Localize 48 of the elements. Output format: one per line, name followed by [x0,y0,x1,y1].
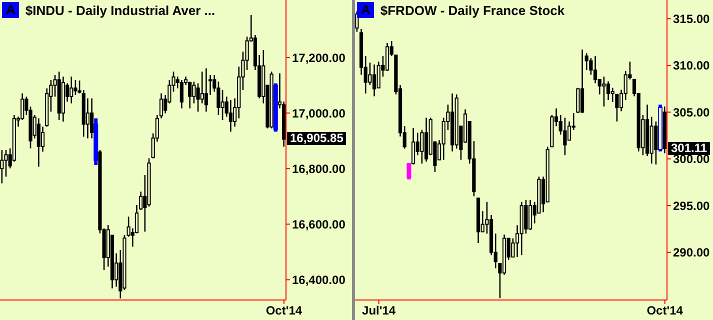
candlestick [74,79,78,96]
candlestick [606,80,610,101]
candlestick [420,129,424,164]
candlestick [580,48,584,114]
text: 16,905.85 [287,131,346,146]
annotation: A [2,2,20,18]
candlestick [368,62,372,86]
y-tick-label: 290.00 [673,246,710,260]
candlestick [228,99,233,132]
candlestick [200,71,204,104]
candlestick [576,87,580,114]
candlestick [593,55,598,84]
candlestick [602,76,606,108]
y-tick-label: 310.00 [673,58,710,73]
candlestick [528,199,532,231]
x-tick-label: Oct'14 [646,304,684,318]
annotation: A [357,2,374,18]
x-tick-label: Jul'14 [362,304,396,318]
candlestick [654,120,658,166]
candlestick [36,118,40,168]
candlestick [372,64,376,97]
y-tick-label: 16,800.00 [292,162,346,176]
candlestick [385,42,390,72]
y-tick-label: 305.00 [673,105,710,120]
y-tick-label: 16,600.00 [292,217,346,232]
candlestick [411,127,416,166]
y-tick-label: 315.00 [673,12,710,26]
candlestick [180,79,184,109]
candlestick [192,81,196,104]
y-tick-label: 17,200.00 [292,50,346,65]
chart-title: $FRDOW - Daily France Stock [380,2,565,18]
chart-title: $INDU - Daily Industrial Aver ... [25,2,216,18]
candlestick [70,76,74,104]
candlestick [524,199,528,234]
x-tick-label: Oct'14 [266,304,302,318]
candlestick [220,89,224,121]
text: 301.11 [668,140,710,154]
y-tick-label: 17,000.00 [292,106,346,120]
candlestick [406,163,412,180]
y-tick-label: 16,400.00 [292,272,346,287]
candlestick [204,68,208,112]
candlestick [584,52,588,71]
candlestick [563,117,567,156]
candlestick [40,126,45,152]
y-tick-label: 300.00 [673,152,710,166]
candlestick [376,61,380,88]
y-tick-label: 295.00 [673,198,710,213]
candlestick [90,98,94,139]
